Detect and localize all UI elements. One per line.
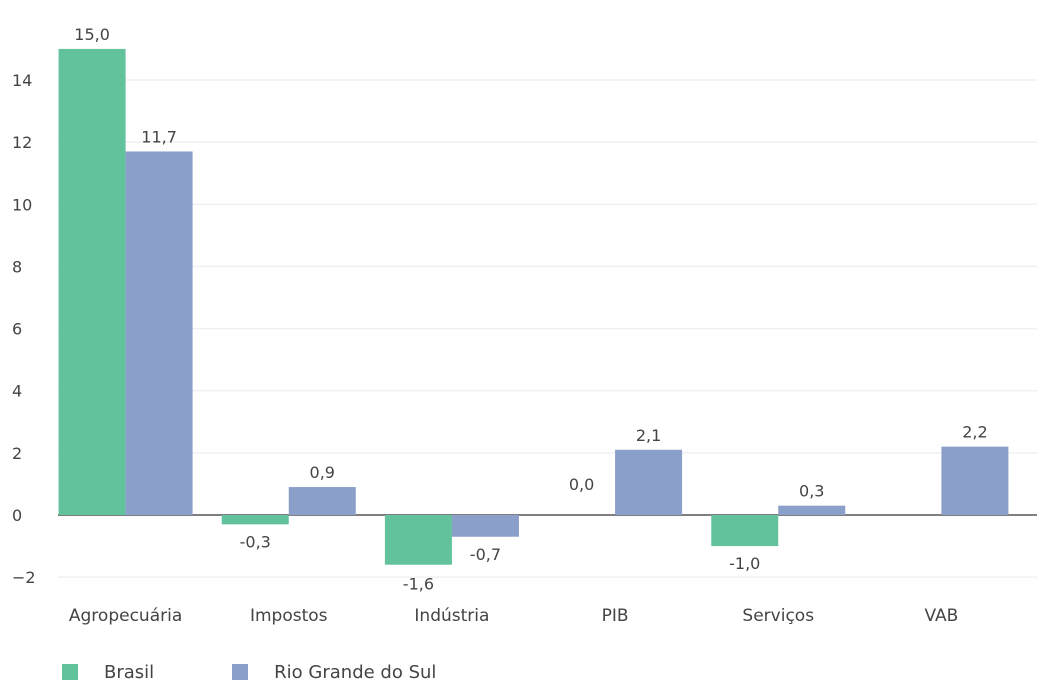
x-tick-label: VAB (924, 606, 958, 626)
data-label: 2,1 (636, 426, 661, 445)
data-label: 0,3 (799, 482, 824, 501)
bar-rio-grande-do-sul-5[interactable] (941, 446, 1009, 515)
y-tick-label: 6 (12, 320, 22, 339)
legend-item-brasil[interactable]: Brasil (62, 662, 154, 683)
x-axis-ticks: Agropecuária Impostos Indústria PIB Serviços… (69, 606, 958, 626)
data-label: -1,6 (403, 575, 434, 594)
x-tick-label: Impostos (250, 606, 328, 626)
legend: Brasil Rio Grande do Sul (62, 660, 514, 684)
data-label: -0,3 (240, 532, 271, 551)
bar-rio-grande-do-sul-2[interactable] (451, 515, 519, 537)
data-labels: 15,0 11,7 -0,3 0,9 -1,6 -0,7 0,0 2,1 -1,0 0,3 2,2 (74, 25, 987, 594)
data-label: 2,2 (962, 423, 987, 442)
bar-rio-grande-do-sul-0[interactable] (125, 151, 193, 515)
bar-rio-grande-do-sul-1[interactable] (288, 487, 356, 515)
legend-label-brasil: Brasil (104, 661, 155, 683)
y-tick-label: 12 (12, 133, 32, 152)
y-tick-label: 2 (12, 444, 22, 463)
x-tick-label: Serviços (742, 606, 814, 626)
y-tick-label: −2 (12, 568, 36, 587)
x-tick-label: PIB (602, 606, 629, 626)
y-tick-label: 10 (12, 195, 32, 214)
bar-brasil-0[interactable] (58, 48, 126, 516)
data-label: 0,0 (569, 475, 594, 494)
bar-rio-grande-do-sul-3[interactable] (615, 449, 683, 515)
y-tick-label: 14 (12, 71, 32, 90)
legend-swatch-rio-grande-do-sul (232, 664, 249, 680)
bar-brasil-4[interactable] (711, 515, 779, 547)
x-tick-label: Agropecuária (69, 606, 182, 626)
data-label: 11,7 (141, 127, 177, 146)
y-tick-label: 8 (12, 257, 22, 276)
x-tick-label: Indústria (414, 606, 489, 626)
y-tick-label: 4 (12, 382, 22, 401)
grid-lines (58, 79, 1037, 578)
bar-brasil-2[interactable] (384, 515, 452, 565)
legend-item-rio-grande-do-sul[interactable]: Rio Grande do Sul (232, 662, 436, 683)
legend-label-rio-grande-do-sul: Rio Grande do Sul (274, 661, 437, 683)
y-tick-label: 0 (12, 506, 22, 525)
bar-brasil-1[interactable] (221, 515, 289, 525)
data-label: 0,9 (310, 463, 335, 482)
data-label: 15,0 (74, 25, 110, 44)
bars (58, 48, 1009, 565)
bar-rio-grande-do-sul-4[interactable] (778, 505, 846, 515)
y-axis-ticks: −2 0 2 4 6 8 10 12 14 (12, 71, 36, 587)
data-label: -1,0 (729, 554, 760, 573)
data-label: -0,7 (470, 545, 501, 564)
legend-swatch-brasil (62, 664, 78, 680)
